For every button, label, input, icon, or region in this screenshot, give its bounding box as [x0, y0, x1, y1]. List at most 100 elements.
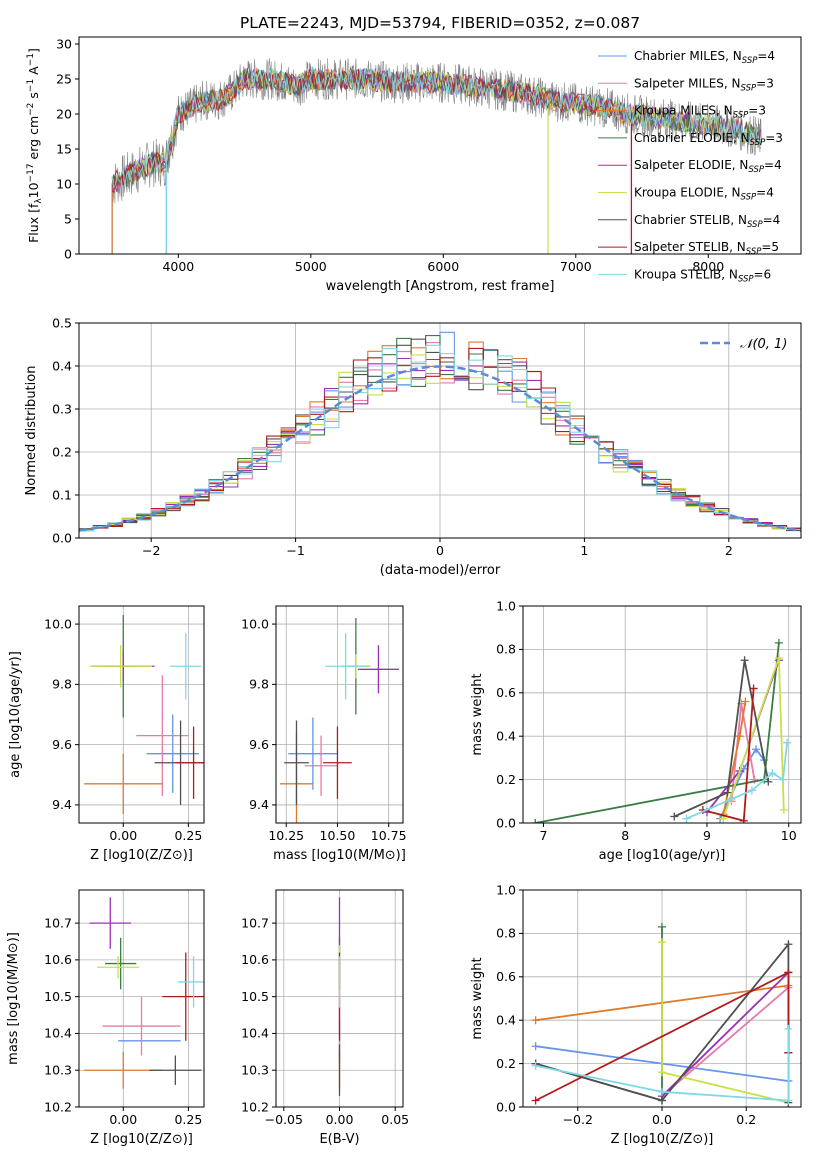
legend-label-sub: SSP: [748, 165, 764, 175]
y-tick-label: 9.4: [249, 797, 269, 812]
y-tick-label: 10.3: [241, 1063, 269, 1078]
y-tick-label: 0.3: [52, 401, 72, 416]
mass-weight-marker: [658, 1068, 666, 1077]
plot-area: [84, 615, 204, 814]
axes-border: [275, 605, 404, 824]
y-tick-label: 10.3: [44, 1063, 72, 1078]
axes-frame: 0.00 0.25 9.4 9.6 9.8 10.0 Z [log10(Z/Z⊙)] age …: [8, 605, 205, 863]
error-bar: [288, 717, 338, 790]
axes-frame: 4000 5000 6000 7000 8000 0 5 10 15 20 25 30 waveleng…: [26, 36, 802, 294]
legend-label-sub: SSP: [741, 83, 757, 93]
y-axis-label: age [log10(age/yr)]: [8, 651, 23, 778]
y-tick-label: 9.8: [52, 677, 72, 692]
error-bar: [304, 735, 338, 796]
y-tick-label: 10.0: [241, 616, 269, 631]
mass-weight-marker: [768, 769, 777, 778]
mass-weight-marker: [784, 1024, 793, 1033]
y-tick-label: 9.8: [249, 677, 269, 692]
y-tick-label: 25: [56, 71, 72, 86]
legend-label-sub: SSP: [738, 274, 754, 284]
y-tick-label: 0.2: [496, 1056, 516, 1071]
error-bar: [170, 633, 202, 700]
model-spectrum-line: [111, 67, 630, 194]
mass-weight-marker: [740, 656, 749, 665]
figure-title: PLATE=2243, MJD=53794, FIBERID=0352, z=0…: [240, 14, 640, 32]
legend-label-sub: SSP: [746, 247, 762, 257]
y-tick-label: 0.4: [496, 729, 516, 744]
legend-label-sub: SSP: [742, 56, 758, 66]
x-tick-label: −0.2: [563, 1112, 593, 1127]
mass-weight-marker: [741, 697, 750, 706]
x-tick-label: −0.05: [265, 1112, 303, 1127]
error-bar: [105, 937, 137, 990]
x-tick-label: −1: [286, 543, 304, 558]
axes-border: [78, 889, 205, 1108]
mass-weight-line: [535, 642, 780, 823]
x-tick-label: 5000: [295, 259, 327, 274]
y-tick-label: 10.2: [241, 1099, 269, 1114]
x-tick-label: 0: [436, 543, 444, 558]
error-bar: [149, 1055, 202, 1085]
mass-weight-marker: [658, 1096, 666, 1105]
legend-label: Chabrier STELIB, NSSP=4: [634, 213, 780, 230]
residuals-histogram-panel: −2 −1 0 1 2 0.0 0.1 0.2 0.3 0.4 0.5 (data-model)/er…: [24, 315, 802, 578]
mass-weight-vs-metallicity-panel: −0.2 0.0 0.2 0.0 0.2 0.4 0.6 0.8 1.0 Z [log10(Z/Z…: [470, 882, 802, 1147]
axes-border: [78, 36, 802, 255]
plot-area: [111, 58, 762, 254]
y-tick-label: 10.7: [241, 915, 269, 930]
legend-label-main: Kroupa ELODIE, N: [634, 186, 741, 200]
y-tick-label: 30: [56, 36, 72, 51]
y-tick-label: 0.0: [496, 815, 516, 830]
x-tick-label: 7: [539, 828, 547, 843]
model-spectrum-line: [111, 66, 762, 189]
error-bar: [162, 952, 204, 1041]
error-bar: [89, 897, 132, 949]
mass-weight-marker: [658, 938, 666, 947]
x-tick-label: 0.0: [652, 1112, 672, 1127]
mass-weight-line: [673, 660, 770, 818]
error-bar: [102, 996, 181, 1056]
y-tick-label: 0.6: [496, 685, 516, 700]
mass-weight-marker: [670, 812, 679, 821]
error-bar: [146, 714, 199, 793]
x-axis-label: (data-model)/error: [380, 563, 501, 578]
x-axis-label: Z [log10(Z/Z⊙)]: [90, 848, 193, 863]
y-tick-label: 10.0: [44, 616, 72, 631]
axes-frame: 7 8 9 10 0.0 0.2 0.4 0.6 0.8 1.0 age [log10(age/yr…: [470, 598, 802, 863]
mass-weight-vs-age-panel: 7 8 9 10 0.0 0.2 0.4 0.6 0.8 1.0 age [log10(age/yr…: [470, 598, 802, 863]
mass-vs-metallicity-panel: 0.00 0.25 10.2 10.3 10.4 10.5 10.6 10.7 Z [log10…: [6, 889, 205, 1147]
mass-weight-marker: [727, 795, 736, 804]
y-tick-label: 0.1: [52, 487, 72, 502]
y-tick-label: 10.2: [44, 1099, 72, 1114]
legend-label: Chabrier ELODIE, NSSP=3: [634, 131, 783, 148]
mass-weight-marker: [784, 940, 793, 949]
error-bar: [357, 645, 399, 694]
legend-label: 𝒩(0, 1): [740, 337, 787, 352]
mass-weight-marker: [658, 922, 666, 931]
mass-weight-marker: [783, 738, 792, 747]
legend-label-tail: =3: [756, 76, 774, 90]
y-tick-label: 10.7: [44, 915, 72, 930]
y-tick-label: 0.4: [496, 1013, 516, 1028]
legend-label-tail: =4: [764, 158, 782, 172]
y-tick-label: 0.2: [496, 772, 516, 787]
mass-weight-marker: [531, 1061, 540, 1070]
plot-area: [531, 922, 793, 1107]
axes-border: [78, 605, 205, 824]
y-tick-label: 10.4: [241, 1026, 269, 1041]
mass-weight-marker: [531, 819, 540, 823]
x-tick-label: 0.25: [174, 1112, 202, 1127]
legend-label: Salpeter STELIB, NSSP=5: [634, 240, 779, 257]
mass-weight-line: [535, 1028, 790, 1102]
plot-area: [531, 638, 792, 823]
age-vs-mass-panel: 10.25 10.50 10.75 9.4 9.6 9.8 10.0 mass [log10(…: [241, 605, 407, 863]
x-tick-label: 1: [580, 543, 588, 558]
y-tick-label: 0.5: [52, 315, 72, 330]
age-vs-metallicity-panel: 0.00 0.25 9.4 9.6 9.8 10.0 Z [log10(Z/Z⊙)] age …: [8, 605, 205, 863]
x-axis-label: wavelength [Angstrom, rest frame]: [326, 279, 555, 294]
model-spectrum-line: [111, 68, 762, 193]
y-axis-label: mass [log10(M/M⊙)]: [6, 932, 21, 1065]
x-axis-label: Z [log10(Z/Z⊙)]: [611, 1132, 714, 1147]
mass-weight-marker: [749, 684, 758, 693]
